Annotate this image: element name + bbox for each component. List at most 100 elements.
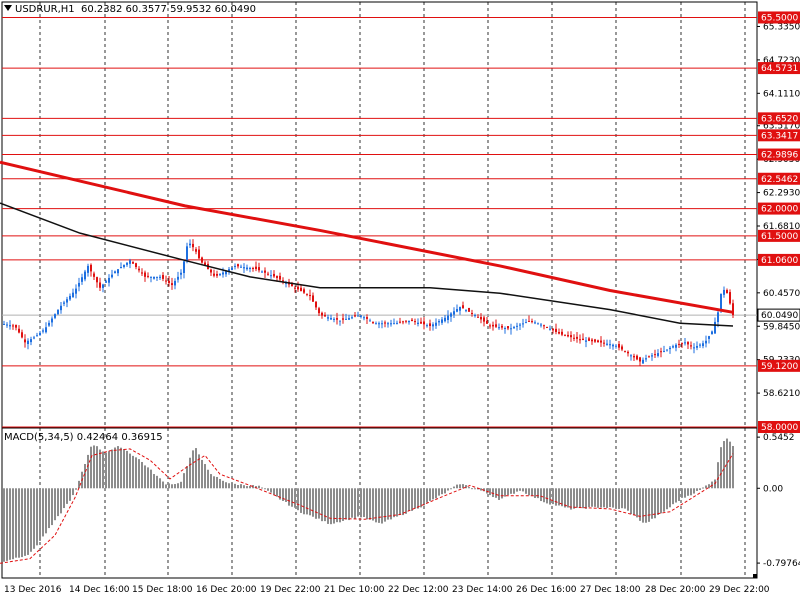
macd-bar [585,488,587,509]
macd-bar [231,483,233,489]
macd-bar [666,488,668,510]
macd-bar [33,488,35,549]
candle-body [171,283,173,286]
candle-body [495,324,497,327]
macd-bar [660,488,662,514]
price-tick-label: 60.4570 [763,289,800,299]
corner-marker [753,574,757,578]
macd-bar [411,488,413,511]
macd-bar [612,488,614,508]
candle-body [60,305,62,311]
candle-body [678,343,680,345]
candle-body [519,324,521,326]
time-tick-label: 28 Dec 20:00 [645,585,706,595]
candle-body [57,309,59,315]
time-tick-label: 16 Dec 20:00 [196,585,257,595]
candle-body [516,325,518,327]
candle-body [204,262,206,266]
macd-bar [201,459,203,489]
macd-bar [447,488,449,491]
macd-bar [171,484,173,489]
macd-bar [522,488,524,492]
candle-body [624,351,626,353]
candle-body [273,273,275,277]
candle-body [540,324,542,326]
candle-body [258,267,260,271]
macd-bar [366,488,368,520]
macd-bar [252,485,254,489]
macd-bar [573,488,575,509]
level-tag [758,11,800,24]
macd-bar [432,488,434,500]
candle-body [219,274,221,276]
macd-bar [279,488,281,500]
candle-body [633,355,635,358]
candle-body [213,273,215,276]
candle-body [534,322,536,324]
candle-body [642,359,644,364]
macd-bar [150,469,152,489]
macd-bar [351,488,353,518]
macd-bar [537,488,539,499]
candle-body [579,339,581,341]
macd-bar [48,488,50,529]
candle-body [30,339,32,343]
macd-bar [606,488,608,509]
macd-bar [465,485,467,489]
candle-body [3,323,5,325]
candle-body [621,346,623,350]
macd-bar [63,488,65,509]
dropdown-triangle-icon[interactable] [4,5,12,11]
level-label: 65.5000 [761,13,798,23]
macd-bar [255,486,257,489]
macd-bar [294,488,296,508]
candle-body [543,325,545,327]
candle-body [51,318,53,323]
macd-bar [132,455,134,489]
macd-bar [258,485,260,489]
macd-bar [546,488,548,504]
macd-bar [399,488,401,515]
macd-bar [354,488,356,519]
candle-body [117,269,119,274]
macd-header: MACD(5,34,5) 0.42464 0.36915 [4,432,163,443]
candle-body [21,332,23,338]
macd-bar [489,488,491,496]
candle-body [708,336,710,339]
macd-bar [72,488,74,496]
macd-bar [246,486,248,489]
macd-bar [681,488,683,498]
time-tick-label: 22 Dec 12:00 [388,585,449,595]
candle-body [699,344,701,346]
candle-body [645,358,647,360]
level-label: 62.0000 [761,205,798,215]
candle-body [147,275,149,277]
macd-bar [54,488,56,521]
candle-body [573,337,575,339]
macd-bar [3,488,5,562]
level-label: 63.3417 [761,131,798,141]
candle-body [90,264,92,272]
candle-body [78,282,80,287]
macd-bar [702,487,704,489]
candle-body [564,334,566,336]
candle-body [63,302,65,304]
macd-bar [618,488,620,509]
candle-body [402,321,404,323]
macd-bar [495,488,497,498]
candle-body [354,315,356,317]
macd-bar [441,488,443,495]
candle-body [639,357,641,362]
macd-bar [498,488,500,500]
macd-bar [24,488,26,556]
macd-bar [729,441,731,489]
candle-body [615,345,617,347]
macd-bar [645,488,647,523]
candle-body [537,323,539,325]
candle-body [666,349,668,351]
candle-body [660,351,662,353]
candle-body [135,263,137,268]
macd-bar [642,488,644,523]
candle-body [159,276,161,278]
